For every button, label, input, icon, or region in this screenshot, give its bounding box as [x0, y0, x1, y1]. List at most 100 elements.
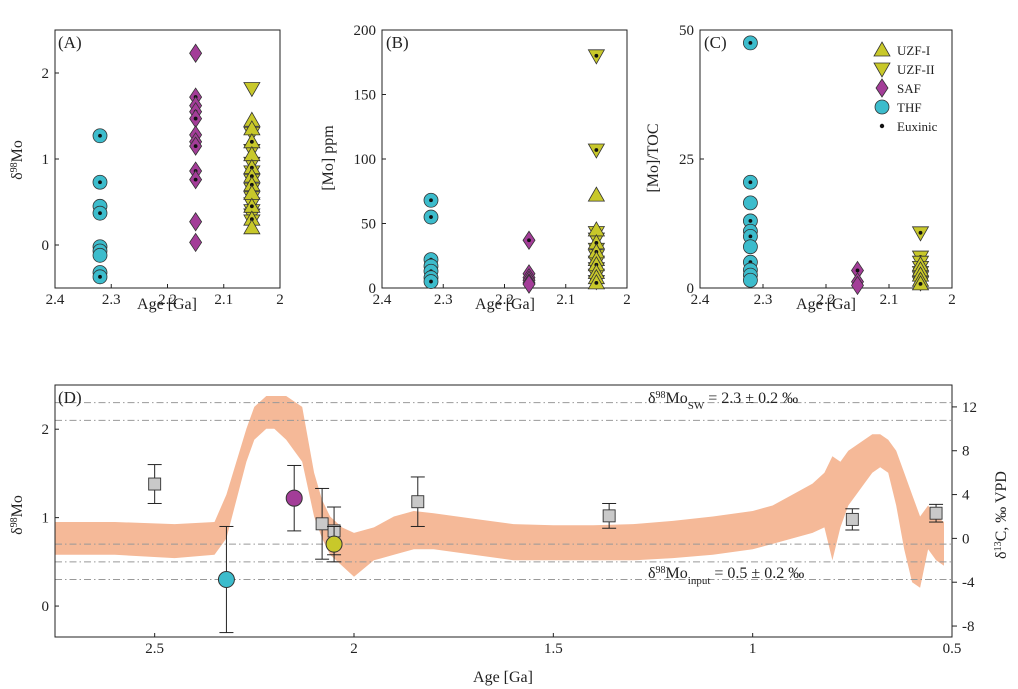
y-tick-label: 25: [679, 152, 694, 168]
euxinic-dot-41: [249, 204, 254, 209]
y-tick-label: 1: [42, 511, 50, 527]
literature-point-0: [148, 477, 162, 491]
y2-tick-label: 8: [962, 444, 970, 460]
carbon-isotope-band-shape: [55, 396, 944, 588]
panel-c-xlabel: Age [Ga]: [796, 296, 856, 313]
euxinic-dot-1: [748, 180, 753, 185]
point-uzf-i-legend-0: [873, 41, 891, 57]
point-saf-19: [189, 212, 203, 232]
euxinic-dot-3: [98, 211, 102, 216]
euxinic-dot-25: [918, 281, 923, 286]
euxinic-dot-18: [193, 177, 198, 182]
legend-label-thf: THF: [897, 100, 922, 115]
legend-euxinic-marker: [879, 123, 885, 129]
legend: UZF-I UZF-II SAF THF Euxinic: [873, 41, 938, 134]
euxinic-dot-0: [98, 133, 102, 138]
y-tick-label: 100: [354, 152, 377, 168]
panel-b-label: (B): [386, 33, 409, 52]
euxinic-dot-0: [748, 41, 753, 45]
euxinic-dot-13: [193, 116, 198, 121]
x-tick-label: 2.2: [495, 292, 514, 308]
panel-d-y2label: δ13C, ‰ VPD: [993, 471, 1011, 559]
y2-tick-label: 0: [962, 531, 970, 547]
y2-tick-label: -4: [962, 575, 975, 591]
legend-label-uzf-ii: UZF-II: [897, 62, 935, 77]
panel-a: (A) Age [Ga] δ98Mo 2.4 2.3 2.2 2.1 2 0 1 2: [9, 29, 284, 313]
panel-b-axes: [381, 29, 628, 289]
euxinic-dot-6: [429, 279, 433, 284]
panel-d-xlabel: Age [Ga]: [473, 669, 533, 686]
panel-c-ylabel: [Mo]/TOC: [645, 123, 662, 192]
point-saf-12: [522, 274, 536, 294]
panel-b-ticks: 2.4 2.3 2.2 2.1 2 0 50 100 150 200: [354, 23, 631, 308]
euxinic-dot-8: [98, 274, 102, 279]
x-tick-label: 2.3: [102, 292, 121, 308]
x-tick-label: 2.1: [556, 292, 575, 308]
point-saf-legend-2: [875, 78, 889, 98]
euxinic-dot-7: [527, 238, 531, 243]
x-tick-label: 2.4: [691, 292, 710, 308]
x-tick-label: 2: [948, 292, 956, 308]
point-thf-legend-3: [874, 99, 890, 115]
y2-tick-label: 12: [962, 400, 977, 416]
literature-point-6: [929, 506, 943, 520]
y-tick-label: 0: [42, 238, 50, 254]
panel-b-marks: [423, 49, 606, 294]
euxinic-dot-11: [855, 268, 860, 273]
point-saf-13: [851, 275, 864, 296]
euxinic-dot-35: [249, 139, 254, 144]
panel-c-ticks: 2.4 2.3 2.2 2.1 2 0 25 50: [679, 23, 956, 308]
carbon-isotope-band: [55, 396, 944, 588]
y-tick-label: 2: [42, 66, 50, 82]
point-saf-20: [189, 232, 203, 253]
x-tick-label: 1: [749, 641, 757, 657]
literature-point-1: [315, 517, 329, 531]
x-tick-label: 2: [276, 292, 284, 308]
panel-d-marks: [147, 464, 944, 634]
study-point-saf: [285, 489, 303, 507]
x-tick-label: 2.3: [754, 292, 773, 308]
legend-label-uzf-i: UZF-I: [897, 43, 930, 58]
euxinic-dot-1: [98, 180, 102, 185]
x-tick-label: 2.2: [817, 292, 836, 308]
euxinic-dot-5: [748, 234, 753, 239]
x-tick-label: 2: [623, 292, 631, 308]
y-tick-label: 200: [354, 23, 377, 39]
panel-d-axes: [54, 384, 953, 638]
euxinic-dot-25: [594, 240, 599, 245]
point-uzf-ii-legend-1: [873, 62, 891, 78]
x-tick-label: 2: [350, 641, 358, 657]
literature-point-3: [411, 495, 425, 509]
study-point-thf: [217, 571, 235, 589]
point-thf-6: [92, 247, 108, 263]
x-tick-label: 2.2: [158, 292, 177, 308]
y-tick-label: 2: [42, 422, 50, 438]
panel-a-xlabel: Age [Ga]: [137, 296, 197, 313]
x-tick-label: 0.5: [943, 641, 962, 657]
panel-c-label: (C): [704, 33, 727, 52]
point-thf-6: [743, 239, 758, 255]
literature-point-5: [845, 512, 859, 526]
literature-point-4: [602, 509, 616, 523]
panel-b: (B) Age [Ga] [Mo] ppm 2.4 2.3 2.2 2.1 2 0 50 10…: [320, 23, 631, 313]
panel-c-marks: [743, 35, 930, 296]
y-tick-label: 0: [42, 599, 50, 615]
euxinic-dot-31: [594, 280, 599, 285]
euxinic-dot-16: [193, 144, 198, 149]
x-tick-label: 2.1: [214, 292, 233, 308]
y-tick-label: 150: [354, 88, 377, 104]
x-tick-label: 2.5: [145, 641, 164, 657]
x-tick-label: 2.4: [373, 292, 392, 308]
panel-b-xlabel: Age [Ga]: [475, 296, 535, 313]
panel-a-label: (A): [58, 33, 82, 52]
point-thf-2: [743, 195, 758, 211]
euxinic-dot-14: [918, 230, 923, 235]
euxinic-dot-14: [594, 148, 599, 152]
panel-d-ylabel: δ98Mo: [9, 495, 27, 535]
annotation-input: δ98Moinput = 0.5 ± 0.2 ‰: [648, 565, 804, 588]
panel-a-ticks: 2.4 2.3 2.2 2.1 2 0 1 2: [42, 66, 284, 308]
x-tick-label: 2.3: [434, 292, 453, 308]
legend-label-euxinic: Euxinic: [897, 119, 938, 134]
